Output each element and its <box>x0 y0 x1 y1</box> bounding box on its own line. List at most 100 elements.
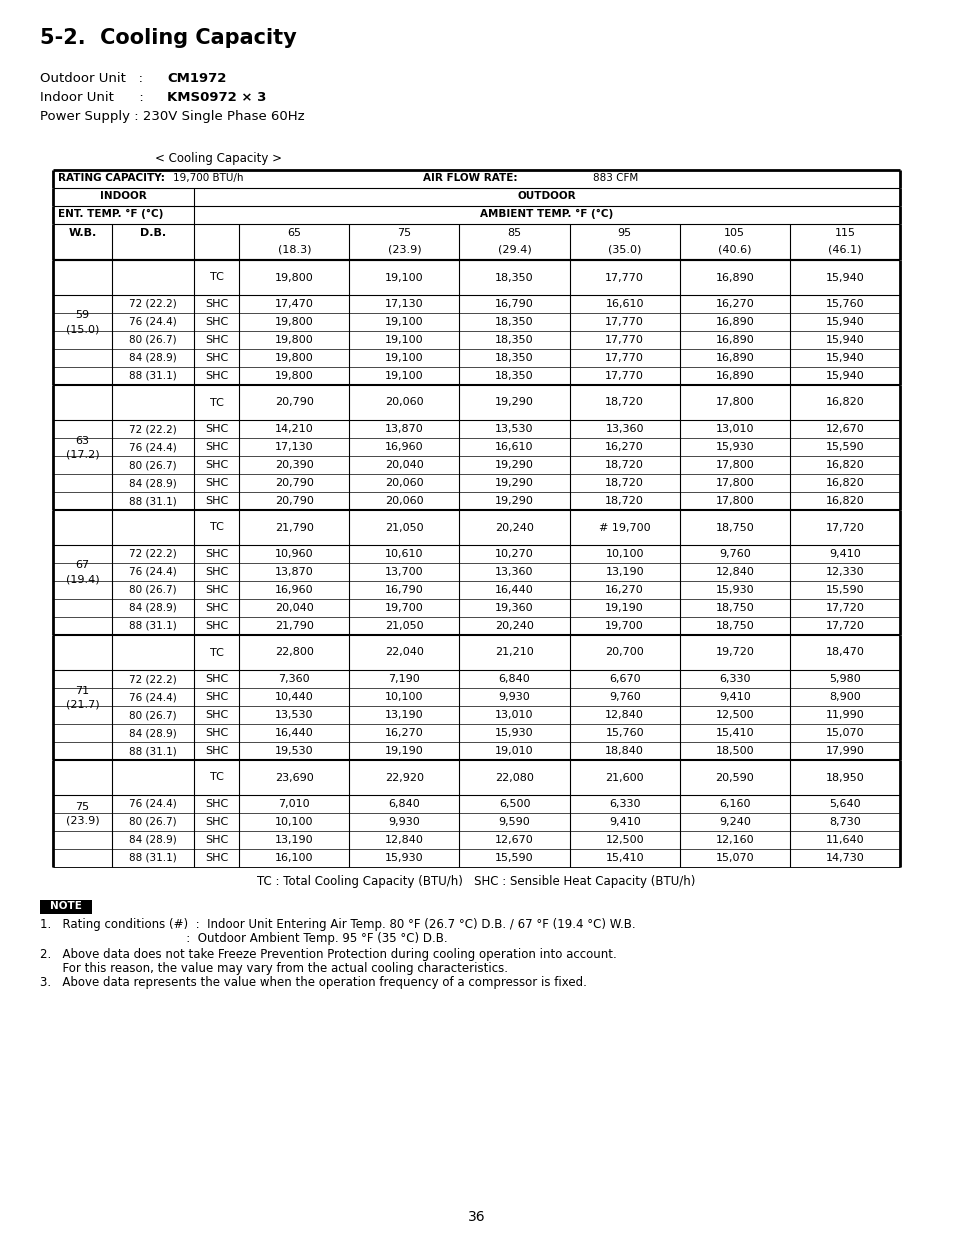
Text: 20,040: 20,040 <box>274 603 314 613</box>
Text: 21,050: 21,050 <box>385 621 423 631</box>
Text: 18,720: 18,720 <box>604 459 643 471</box>
Text: NOTE: NOTE <box>50 902 82 911</box>
Text: 19,800: 19,800 <box>274 317 314 327</box>
Text: 17,720: 17,720 <box>824 621 863 631</box>
Text: 88 (31.1): 88 (31.1) <box>129 621 176 631</box>
Text: 84 (28.9): 84 (28.9) <box>129 603 176 613</box>
Text: 88 (31.1): 88 (31.1) <box>129 370 176 382</box>
Text: 11,990: 11,990 <box>824 710 863 720</box>
Text: 7,010: 7,010 <box>278 799 310 809</box>
Text: 95: 95 <box>617 228 631 238</box>
Text: 15,940: 15,940 <box>824 273 863 283</box>
Text: 16,790: 16,790 <box>385 585 423 595</box>
Text: 17,800: 17,800 <box>715 496 754 506</box>
Text: 6,670: 6,670 <box>608 674 639 684</box>
Text: 20,060: 20,060 <box>385 398 423 408</box>
Text: 80 (26.7): 80 (26.7) <box>129 585 176 595</box>
Text: 13,010: 13,010 <box>495 710 534 720</box>
Text: 18,500: 18,500 <box>715 746 753 756</box>
Text: 21,790: 21,790 <box>274 522 314 532</box>
Text: 72 (22.2): 72 (22.2) <box>129 299 176 309</box>
Text: 19,700 BTU/h: 19,700 BTU/h <box>172 173 243 183</box>
Text: 8,730: 8,730 <box>828 818 860 827</box>
Text: 16,610: 16,610 <box>495 442 534 452</box>
Text: # 19,700: # 19,700 <box>598 522 650 532</box>
Text: SHC: SHC <box>205 585 228 595</box>
Text: 72 (22.2): 72 (22.2) <box>129 550 176 559</box>
Text: 6,500: 6,500 <box>498 799 530 809</box>
Text: 20,790: 20,790 <box>274 398 314 408</box>
Text: 13,360: 13,360 <box>605 424 643 433</box>
Text: 16,820: 16,820 <box>824 478 863 488</box>
Text: 18,950: 18,950 <box>824 773 863 783</box>
Text: 6,330: 6,330 <box>608 799 639 809</box>
Text: (17.2): (17.2) <box>66 450 99 459</box>
Text: 19,010: 19,010 <box>495 746 534 756</box>
Text: 16,100: 16,100 <box>274 853 314 863</box>
Text: 76 (24.4): 76 (24.4) <box>129 692 176 701</box>
Text: 6,840: 6,840 <box>498 674 530 684</box>
Text: 22,800: 22,800 <box>274 647 314 657</box>
Text: SHC: SHC <box>205 692 228 701</box>
Text: 17,130: 17,130 <box>274 442 314 452</box>
Text: 12,670: 12,670 <box>824 424 863 433</box>
Text: 16,270: 16,270 <box>715 299 754 309</box>
Text: 10,100: 10,100 <box>385 692 423 701</box>
Text: 88 (31.1): 88 (31.1) <box>129 496 176 506</box>
Text: OUTDOOR: OUTDOOR <box>517 191 576 201</box>
Text: 72 (22.2): 72 (22.2) <box>129 424 176 433</box>
Text: 76 (24.4): 76 (24.4) <box>129 567 176 577</box>
Text: SHC: SHC <box>205 799 228 809</box>
Text: (19.4): (19.4) <box>66 574 99 584</box>
Text: 84 (28.9): 84 (28.9) <box>129 478 176 488</box>
Text: 10,100: 10,100 <box>605 550 643 559</box>
Text: 84 (28.9): 84 (28.9) <box>129 353 176 363</box>
Text: 19,290: 19,290 <box>495 459 534 471</box>
Text: 15,930: 15,930 <box>385 853 423 863</box>
Text: 8,900: 8,900 <box>828 692 860 701</box>
Text: 88 (31.1): 88 (31.1) <box>129 853 176 863</box>
Text: 76 (24.4): 76 (24.4) <box>129 442 176 452</box>
Text: 18,350: 18,350 <box>495 335 534 345</box>
Text: 13,360: 13,360 <box>495 567 534 577</box>
Text: 19,800: 19,800 <box>274 273 314 283</box>
Text: SHC: SHC <box>205 746 228 756</box>
Text: 21,600: 21,600 <box>605 773 643 783</box>
Text: ENT. TEMP. °F (°C): ENT. TEMP. °F (°C) <box>58 209 163 219</box>
Text: (21.7): (21.7) <box>66 699 99 709</box>
Text: 67: 67 <box>75 561 90 571</box>
Text: 13,190: 13,190 <box>605 567 643 577</box>
Text: TC: TC <box>210 273 223 283</box>
Text: 12,670: 12,670 <box>495 835 534 845</box>
Text: 18,350: 18,350 <box>495 370 534 382</box>
Text: SHC: SHC <box>205 853 228 863</box>
Text: TC : Total Cooling Capacity (BTU/h)   SHC : Sensible Heat Capacity (BTU/h): TC : Total Cooling Capacity (BTU/h) SHC … <box>257 876 695 888</box>
Text: 16,820: 16,820 <box>824 398 863 408</box>
Text: 75: 75 <box>75 802 90 811</box>
Text: 80 (26.7): 80 (26.7) <box>129 710 176 720</box>
Text: 9,410: 9,410 <box>719 692 750 701</box>
Text: 13,530: 13,530 <box>495 424 534 433</box>
Text: (23.9): (23.9) <box>66 815 99 825</box>
Text: RATING CAPACITY:: RATING CAPACITY: <box>58 173 165 183</box>
Text: 15,410: 15,410 <box>715 727 753 739</box>
Text: SHC: SHC <box>205 567 228 577</box>
Text: 1.   Rating conditions (#)  :  Indoor Unit Entering Air Temp. 80 °F (26.7 °C) D.: 1. Rating conditions (#) : Indoor Unit E… <box>40 918 635 931</box>
Text: 23,690: 23,690 <box>274 773 314 783</box>
Text: 84 (28.9): 84 (28.9) <box>129 727 176 739</box>
Text: 15,410: 15,410 <box>605 853 643 863</box>
Text: 19,100: 19,100 <box>385 273 423 283</box>
Text: 6,330: 6,330 <box>719 674 750 684</box>
Text: SHC: SHC <box>205 299 228 309</box>
Text: 19,700: 19,700 <box>385 603 423 613</box>
Text: 13,870: 13,870 <box>385 424 423 433</box>
Text: 19,190: 19,190 <box>604 603 643 613</box>
Text: 18,470: 18,470 <box>824 647 863 657</box>
Text: 17,990: 17,990 <box>824 746 863 756</box>
Text: < Cooling Capacity >: < Cooling Capacity > <box>154 152 282 165</box>
Text: SHC: SHC <box>205 603 228 613</box>
Text: 9,410: 9,410 <box>608 818 639 827</box>
Text: SHC: SHC <box>205 478 228 488</box>
Text: 63: 63 <box>75 436 90 446</box>
Text: 11,640: 11,640 <box>824 835 863 845</box>
